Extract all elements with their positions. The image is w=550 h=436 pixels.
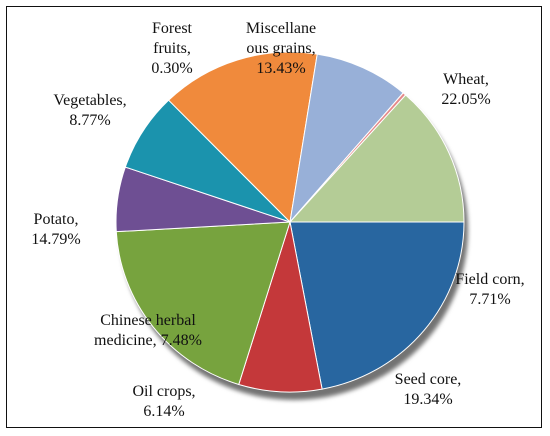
slice-label-seed-core: Seed core, 19.34% [395,371,462,408]
slice-label-chinese-herbal-medicine: Chinese herbal medicine, 7.48% [94,312,202,349]
slice-label-line: Wheat, [443,71,489,88]
slice-seed-core [115,221,291,386]
slice-label-line: Miscellane [246,20,316,37]
slice-label-line: Vegetables, [53,92,126,109]
slice-label-line: medicine, 7.48% [94,332,202,349]
slice-wheat [289,221,465,390]
slice-label-miscellaneous-grains: Miscellane ous grains, 13.43% [246,20,316,77]
slice-potato [167,51,318,224]
slice-vegetables [289,53,404,224]
pie-slices [115,51,465,393]
slice-label-line: Seed core, [395,371,462,388]
slice-label-line: Chinese herbal [100,312,196,329]
slice-label-forest-fruits: Forest fruits, 0.30% [151,20,192,77]
slice-miscellaneous-grains [288,94,465,223]
slice-label-wheat: Wheat, 22.05% [441,71,490,108]
slice-label-field-corn: Field corn, 7.71% [455,271,524,308]
slice-label-line: 0.30% [151,60,192,77]
slice-label-line: 14.79% [31,231,80,248]
slice-label-line: ous grains, [246,40,315,57]
slice-label-line: 6.14% [143,403,184,420]
slice-label-line: 8.77% [69,112,110,129]
slice-label-vegetables: Vegetables, 8.77% [53,92,126,129]
slice-label-line: Field corn, [455,271,524,288]
slice-label-line: 22.05% [441,91,490,108]
slice-label-line: Oil crops, [132,383,195,400]
slice-label-line: fruits, [153,40,191,57]
slice-label-line: Potato, [34,211,79,228]
slice-label-oil-crops: Oil crops, 6.14% [132,383,195,420]
slice-labels: Wheat, 22.05% Field corn, 7.71% Seed core, 19… [31,20,524,420]
slice-label-potato: Potato, 14.79% [31,211,80,248]
slice-label-line: 19.34% [403,391,452,408]
slice-label-line: 13.43% [256,60,305,77]
slice-label-line: 7.71% [469,291,510,308]
slice-label-line: Forest [152,20,193,37]
